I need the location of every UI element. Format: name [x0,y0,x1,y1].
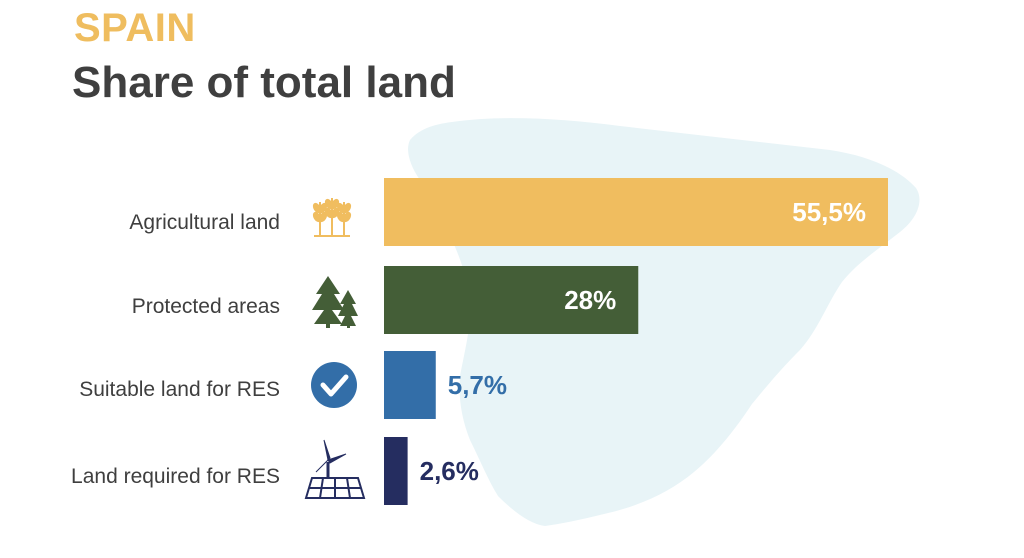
value-label: 5,7% [448,370,507,400]
wind-solar-icon [304,439,366,499]
trees-icon [312,276,358,328]
category-label: Suitable land for RES [79,378,280,401]
wheat-icon [312,198,352,237]
value-label: 2,6% [420,456,479,486]
bar-suitable-land-for-res [384,351,436,419]
value-label: 28% [564,285,616,315]
value-label: 55,5% [792,197,866,227]
checkmark-circle-icon [311,362,357,408]
category-label: Agricultural land [129,211,280,234]
bar-protected-areas [384,266,639,334]
country-label: SPAIN [74,6,196,50]
bar-agricultural-land [384,178,888,246]
bar-land-required-for-res [384,437,408,505]
category-label: Land required for RES [71,465,280,488]
category-label: Protected areas [132,295,280,318]
chart-title: Share of total land [72,58,456,107]
